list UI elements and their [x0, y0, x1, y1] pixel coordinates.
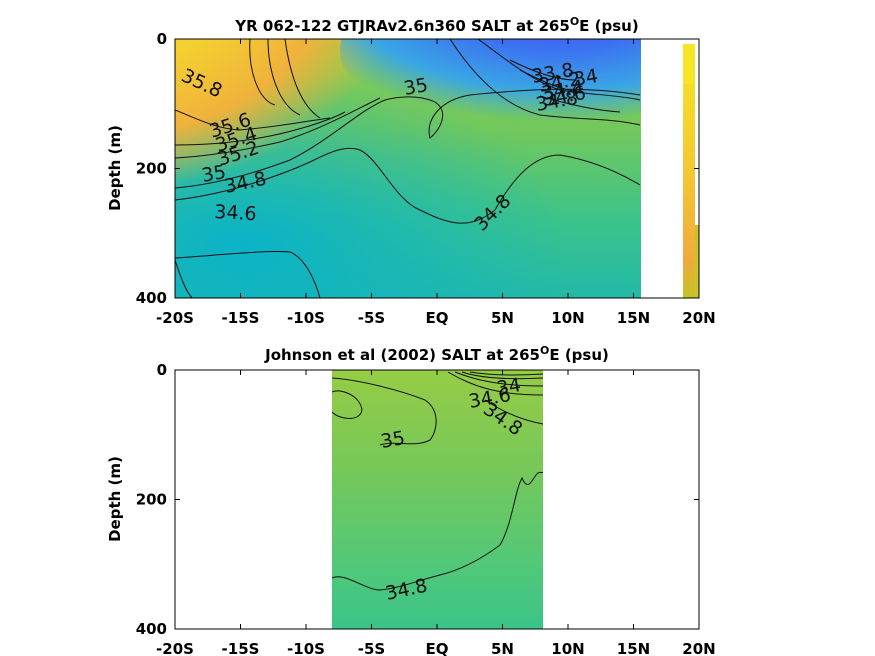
y-tick-label: 400 [136, 620, 167, 638]
y-tick-label: 0 [157, 361, 167, 379]
contour-label: 35 [402, 74, 430, 100]
x-tick-label: 10N [551, 640, 584, 656]
x-tick-label: EQ [426, 640, 449, 656]
panel-2-title: Johnson et al (2002) SALT at 265OE (psu) [264, 344, 609, 364]
x-tick-label: -10S [287, 640, 325, 656]
panel-2: 35 34 34.6 34.8 34.8 Johnson et al (2002… [106, 344, 716, 656]
panel-1-contour-labels: 35.8 35.6 35.4 35.2 35 34.8 34.6 35 34.8… [178, 59, 600, 236]
panel-1-title-suffix: E (psu) [579, 17, 639, 35]
x-tick-label: 20N [682, 309, 715, 327]
x-tick-label: 15N [617, 309, 650, 327]
x-tick-label: 15N [617, 640, 650, 656]
x-tick-label: -20S [156, 640, 194, 656]
y-tick-label: 200 [136, 491, 167, 509]
y-tick-label: 400 [136, 289, 167, 307]
x-tick-label: 5N [491, 640, 514, 656]
x-tick-label: 10N [551, 309, 584, 327]
x-tick-label: EQ [426, 309, 449, 327]
panel-1-ylabel: Depth (m) [106, 125, 124, 211]
panel-1: 35.8 35.6 35.4 35.2 35 34.8 34.6 35 34.8… [106, 15, 716, 327]
x-tick-label: -15S [222, 309, 260, 327]
x-tick-label: -5S [358, 640, 385, 656]
panel-2-title-main: Johnson et al (2002) SALT at 265 [264, 346, 540, 364]
x-tick-label: 20N [682, 640, 715, 656]
panel-2-axis-ticks: -20S -15S -10S -5S EQ 5N 10N 15N 20N 0 200 400 [136, 361, 716, 656]
x-tick-label: -15S [222, 640, 260, 656]
panel-1-salinity-field [175, 39, 641, 298]
x-tick-label: 5N [491, 309, 514, 327]
panel-1-east-strip [683, 44, 695, 298]
panel-1-title: YR 062-122 GTJRAv2.6n360 SALT at 265OE (… [234, 15, 638, 35]
x-tick-label: -5S [358, 309, 385, 327]
panel-1-axis-ticks: -20S -15S -10S -5S EQ 5N 10N 15N 20N 0 200 400 [136, 30, 716, 327]
panel-2-title-suffix: E (psu) [549, 346, 609, 364]
contour-label: 35 [200, 161, 228, 187]
panel-2-contours [332, 371, 543, 591]
contour-label: 34 [572, 65, 600, 91]
panel-1-title-superscript: O [570, 15, 579, 28]
panel-2-title-superscript: O [540, 344, 549, 357]
x-tick-label: -10S [287, 309, 325, 327]
contour-label: 34 [495, 374, 523, 400]
y-tick-label: 0 [157, 30, 167, 48]
panel-1-contours [175, 39, 641, 298]
contour-label: 35 [379, 427, 407, 453]
x-tick-label: -20S [156, 309, 194, 327]
panel-1-title-main: YR 062-122 GTJRAv2.6n360 SALT at 265 [234, 17, 570, 35]
y-tick-label: 200 [136, 160, 167, 178]
panel-2-ylabel: Depth (m) [106, 456, 124, 542]
contour-label: 34.6 [214, 201, 257, 225]
